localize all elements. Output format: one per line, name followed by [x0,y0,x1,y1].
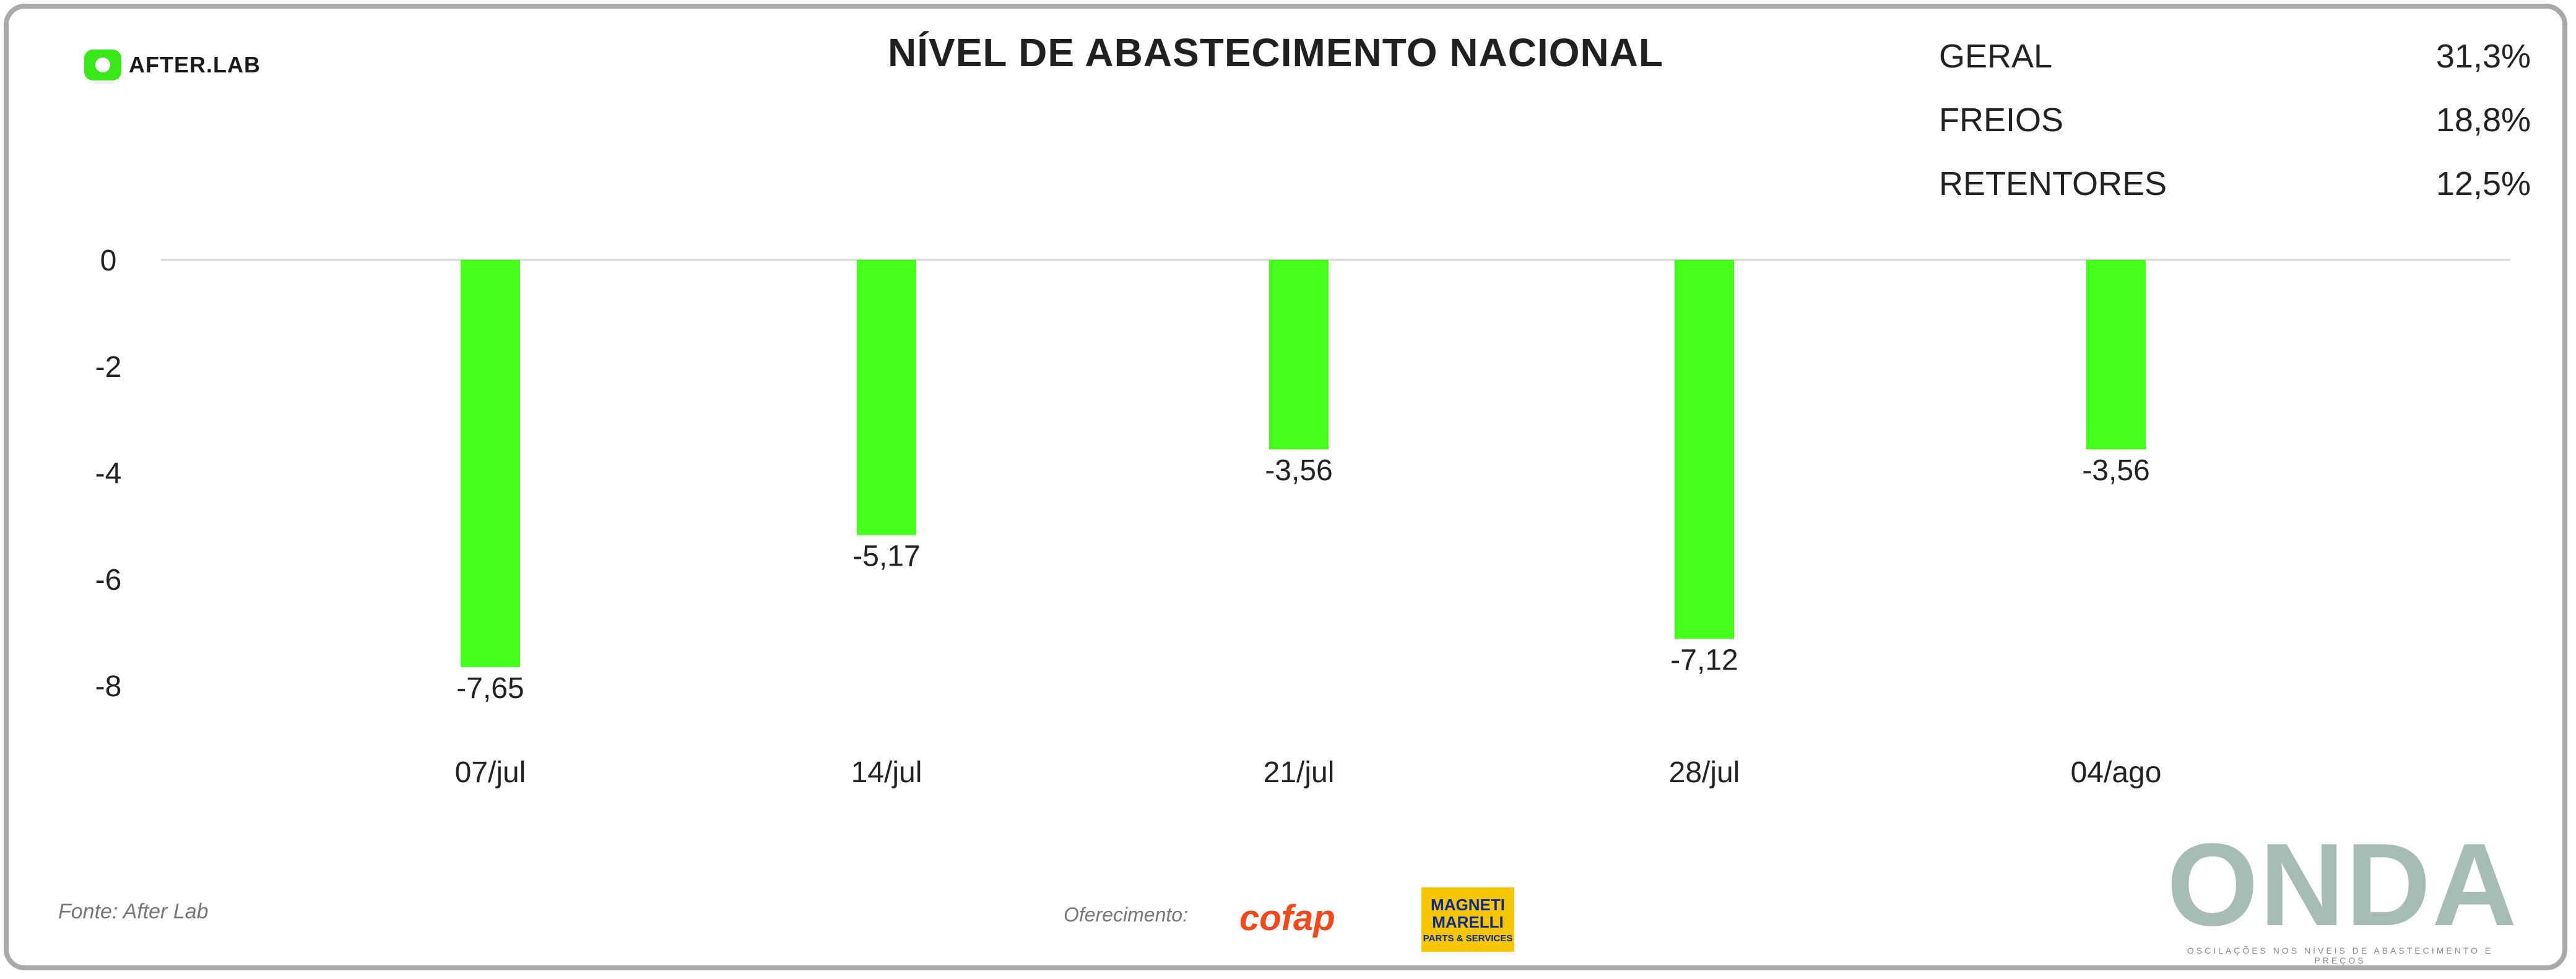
summary-value: 31,3% [2435,38,2531,75]
summary-row-geral: GERAL 31,3% [1939,37,2531,101]
magneti-line1: MAGNETI [1431,895,1505,914]
x-tick-label: 21/jul [1264,756,1335,789]
summary-label: GERAL [1939,38,2053,75]
cofap-logo: cofap [1239,898,1335,938]
chart-frame [4,4,2567,970]
bar-07-jul [461,260,520,667]
onda-tagline: OSCILAÇÕES NOS NÍVEIS DE ABASTECIMENTO E… [2187,946,2494,965]
onda-word: ONDA [2167,819,2518,951]
data-label: -3,56 [1265,454,1332,487]
y-tick-label: -2 [95,351,122,384]
onda-logo: ONDA OSCILAÇÕES NOS NÍVEIS DE ABASTECIME… [2167,819,2518,965]
magneti-marelli-logo: MAGNETI MARELLI PARTS & SERVICES [1421,887,1514,952]
bar-21-jul [1269,260,1329,450]
chart-title: NÍVEL DE ABASTECIMENTO NACIONAL [888,30,1663,75]
summary-label: FREIOS [1939,101,2064,139]
y-tick-label: 0 [100,244,117,277]
source-note: Fonte: After Lab [58,900,209,923]
x-tick-label: 28/jul [1669,756,1740,789]
summary-row-freios: FREIOS 18,8% [1939,101,2531,165]
data-label: -5,17 [852,540,920,573]
afterlab-logo-icon [84,50,121,80]
summary-row-retentores: RETENTORES 12,5% [1939,165,2531,228]
data-label: -7,12 [1670,644,1738,676]
afterlab-logo: AFTER.LAB [84,50,261,80]
summary-value: 12,5% [2435,165,2531,202]
bar-14-jul [857,260,916,535]
y-tick-label: -6 [95,564,122,597]
y-tick-label: -4 [95,457,122,490]
y-tick-label: -8 [95,670,122,703]
magneti-sub: PARTS & SERVICES [1423,933,1513,944]
summary-value: 18,8% [2435,101,2531,139]
bar-04-ago [2086,260,2146,450]
data-label: -7,65 [456,672,524,705]
sponsor-label: Oferecimento: [1064,904,1188,926]
logo-text: AFTER.LAB [129,52,261,77]
x-tick-label: 04/ago [2071,756,2162,789]
data-label: -3,56 [2082,454,2149,487]
x-tick-label: 14/jul [851,756,922,789]
magneti-line2: MARELLI [1432,912,1504,931]
bar-28-jul [1675,260,1734,639]
x-tick-label: 07/jul [455,756,526,789]
summary-panel: GERAL 31,3% FREIOS 18,8% RETENTORES 12,5… [1939,37,2531,228]
summary-label: RETENTORES [1939,165,2167,202]
